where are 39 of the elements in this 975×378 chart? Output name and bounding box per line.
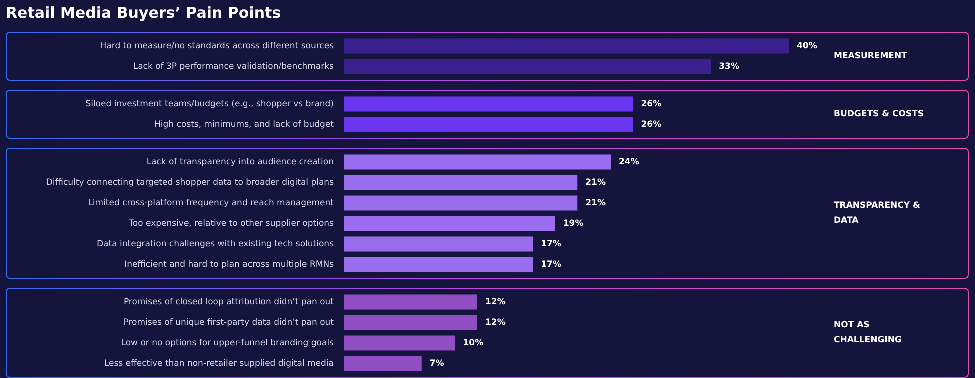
y-tick-label: Promises of unique first-party data didn’t pan out <box>124 318 335 328</box>
bar <box>344 257 534 272</box>
data-label: 10% <box>463 338 484 348</box>
bar <box>344 216 556 232</box>
y-tick-label: Low or no options for upper-funnel branding goals <box>121 338 335 348</box>
text: NOT AS CHALLENGING <box>834 320 902 346</box>
text: Retail Media Buyers’ Pain Points <box>6 4 282 22</box>
data-label: 33% <box>719 62 740 72</box>
text: BUDGETS & COSTS <box>834 110 924 120</box>
y-tick-label: Difficulty connecting targeted shopper data to broader digital plans <box>46 178 335 188</box>
data-label: 17% <box>541 239 562 250</box>
data-label: 26% <box>641 99 662 110</box>
bar <box>344 196 578 211</box>
text: TRANSPARENCY & DATA <box>834 201 924 226</box>
data-label: 17% <box>541 260 562 270</box>
data-label: 26% <box>641 120 662 130</box>
y-tick-label: Too expensive, relative to other supplier options <box>128 218 335 229</box>
bar <box>344 175 578 190</box>
data-label: 21% <box>586 198 606 208</box>
data-label: 12% <box>486 297 506 308</box>
data-label: 12% <box>486 318 506 328</box>
bar <box>344 154 611 170</box>
data-label: 24% <box>619 157 640 168</box>
y-tick-label: Hard to measure/no standards across different sources <box>100 41 335 52</box>
data-label: 19% <box>563 218 584 229</box>
y-tick-label: Promises of closed loop attribution didn’t pan out <box>124 297 335 308</box>
y-tick-label: High costs, minimums, and lack of budget <box>154 120 335 130</box>
y-tick-label: Less effective than non-retailer supplied digital media <box>104 358 334 369</box>
y-tick-label: Siloed investment teams/budgets (e.g., shopper vs brand) <box>86 99 334 110</box>
y-tick-label: Limited cross-platform frequency and reach management <box>88 198 335 208</box>
data-label: 21% <box>586 178 606 188</box>
data-label: 40% <box>797 41 818 52</box>
data-label: 7% <box>430 358 445 369</box>
y-tick-label: Inefficient and hard to plan across multiple RMNs <box>124 260 335 270</box>
bar <box>344 236 534 252</box>
text: MEASUREMENT <box>834 52 908 62</box>
y-tick-label: Lack of transparency into audience creation <box>146 157 334 168</box>
y-tick-label: Data integration challenges with existing tech solutions <box>97 239 335 250</box>
y-tick-label: Lack of 3P performance validation/benchmarks <box>133 62 335 72</box>
